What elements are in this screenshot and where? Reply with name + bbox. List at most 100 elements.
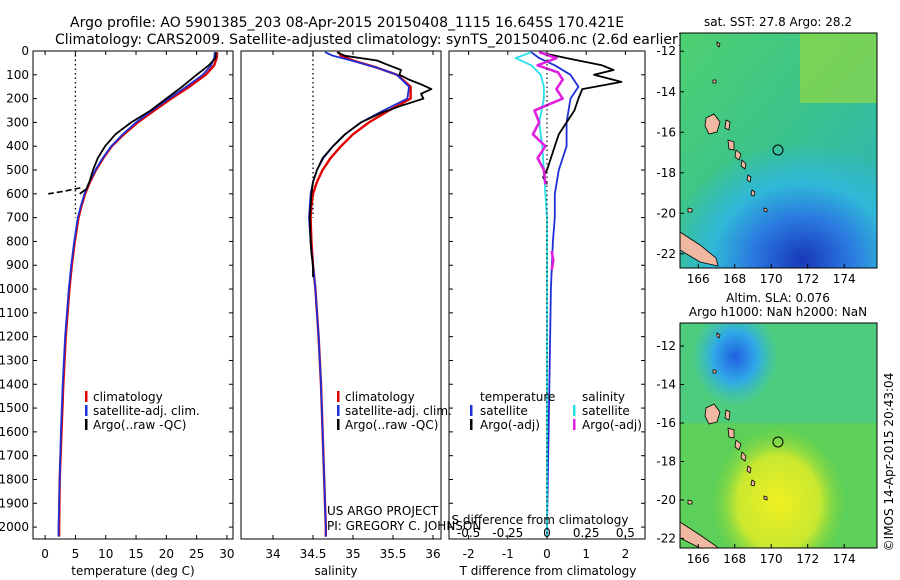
s-diff-tick-label: -0.25	[492, 526, 523, 540]
difference-plot: -2 -1 0 1 2 -0.5 -0.25 0 0.25 0.5	[449, 50, 645, 561]
x-tick-label: -1	[502, 547, 514, 561]
lat-tick-label: -14	[656, 85, 676, 99]
legend-swatch-argo	[85, 419, 88, 430]
sst-map-title: sat. SST: 27.8 Argo: 28.2	[704, 15, 852, 29]
y-tick-label: 200	[6, 92, 29, 106]
x-tick-label: 25	[189, 547, 204, 561]
series-s-argo-deep	[550, 250, 555, 271]
sla-map-frame	[679, 322, 878, 549]
series-argo	[79, 52, 217, 195]
x-tick-label: 0	[41, 547, 49, 561]
salinity-legend: climatology satellite-adj. clim. Argo(..…	[337, 390, 452, 432]
y-tick-label: 1700	[0, 449, 29, 463]
y-tick-label: 1200	[0, 330, 29, 344]
legend-label-climatology: climatology	[345, 390, 415, 404]
sst-map-ticks: 166 168 170 172 174 -12 -14 -16 -18 -20 -22	[656, 44, 855, 286]
x-tick-label: 35.5	[380, 547, 407, 561]
legend-label-t-satellite: satellite	[480, 404, 528, 418]
sla-coastline-newcaledonia	[680, 521, 719, 548]
s-diff-tick-label: 0.5	[616, 526, 635, 540]
y-tick-label: 0	[21, 44, 29, 58]
legend-label-satellite: satellite-adj. clim.	[93, 404, 200, 418]
y-tick-label: 1800	[0, 472, 29, 486]
lon-tick-label: 168	[723, 272, 746, 286]
x-tick-label: 30	[219, 547, 234, 561]
series-climatology	[57, 52, 219, 537]
legend-swatch-s-argo	[573, 419, 576, 430]
y-tick-label: 700	[6, 211, 29, 225]
legend-title-salinity: salinity	[582, 390, 625, 404]
lon-tick-label: 172	[796, 272, 819, 286]
lat-tick-label: -20	[656, 493, 676, 507]
y-tick-label: 500	[6, 163, 29, 177]
temperature-axis-label: temperature (deg C)	[71, 564, 194, 578]
sst-warm-patch	[800, 33, 877, 103]
y-tick-label: 100	[6, 68, 29, 82]
legend-swatch-s-satellite	[573, 405, 576, 416]
y-tick-label: 900	[6, 258, 29, 272]
sla-map	[680, 323, 877, 548]
sla-map-title-line2: Argo h1000: NaN h2000: NaN	[689, 305, 867, 319]
salinity-panel-frame	[240, 50, 442, 540]
lat-tick-label: -12	[656, 44, 676, 58]
series-argo-dash	[48, 187, 81, 195]
sst-argo-position-marker	[772, 144, 784, 156]
lat-tick-label: -18	[656, 454, 676, 468]
sst-coastline-islets	[687, 41, 768, 213]
y-tick-label: 1600	[0, 425, 29, 439]
project-line2: PI: GREGORY C. JOHNSON	[327, 519, 481, 533]
y-tick-label: 2000	[0, 520, 29, 534]
legend-swatch-satellite	[85, 405, 88, 416]
x-tick-label: 10	[98, 547, 113, 561]
x-tick-label: 36	[425, 547, 440, 561]
sst-map	[680, 33, 877, 268]
legend-label-climatology: climatology	[93, 390, 163, 404]
sst-coastline-vanuatu	[704, 113, 756, 197]
y-tick-label: 1300	[0, 353, 29, 367]
sla-argo-position-marker	[772, 436, 784, 448]
legend-label-s-argo: Argo(-adj)	[582, 418, 642, 432]
lat-tick-label: -16	[656, 125, 676, 139]
difference-legend: temperature satellite Argo(-adj) salinit…	[470, 390, 642, 432]
x-tick-label: 34	[265, 547, 280, 561]
x-tick-label: 5	[72, 547, 80, 561]
legend-label-satellite: satellite-adj. clim.	[345, 404, 452, 418]
lon-tick-label: 168	[723, 552, 746, 566]
legend-swatch-satellite	[337, 405, 340, 416]
legend-label-argo: Argo(..raw -QC)	[93, 418, 186, 432]
legend-label-argo: Argo(..raw -QC)	[345, 418, 438, 432]
sla-coastline-vanuatu	[704, 403, 756, 487]
x-tick-label: 35	[345, 547, 360, 561]
sla-coastline-islets	[687, 332, 768, 505]
lon-tick-label: 174	[833, 552, 856, 566]
s-diff-tick-label: 0	[543, 526, 551, 540]
lat-tick-label: -18	[656, 166, 676, 180]
header-line2: Climatology: CARS2009. Satellite-adjuste…	[55, 32, 683, 48]
y-tick-label: 300	[6, 115, 29, 129]
legend-swatch-t-argo	[470, 419, 473, 430]
sst-map-frame	[679, 32, 878, 269]
lat-tick-label: -22	[656, 247, 676, 261]
lat-tick-label: -16	[656, 416, 676, 430]
x-tick-label: 15	[128, 547, 143, 561]
x-tick-label: 0	[543, 547, 551, 561]
lon-tick-label: 166	[687, 552, 710, 566]
s-diff-tick-label: 0.25	[573, 526, 600, 540]
y-tick-label: 600	[6, 187, 29, 201]
y-tick-label: 1900	[0, 496, 29, 510]
sla-high-anomaly	[680, 323, 877, 548]
temperature-legend: climatology satellite-adj. clim. Argo(..…	[85, 390, 200, 432]
sst-coastline-newcaledonia	[680, 231, 719, 267]
temperature-panel-frame	[32, 50, 234, 540]
legend-label-t-argo: Argo(-adj)	[480, 418, 540, 432]
lon-tick-label: 166	[687, 272, 710, 286]
lat-tick-label: -20	[656, 206, 676, 220]
lon-tick-label: 172	[796, 552, 819, 566]
temperature-plot: 0 5 10 15 20 25 300100200300400500600700800900…	[0, 44, 235, 561]
imos-credit: ©IMOS 14-Apr-2015 20:43:04	[882, 373, 896, 552]
series-s-argo	[531, 50, 565, 185]
series-argo	[308, 51, 433, 278]
x-tick-label: 20	[159, 547, 174, 561]
lon-tick-label: 174	[833, 272, 856, 286]
